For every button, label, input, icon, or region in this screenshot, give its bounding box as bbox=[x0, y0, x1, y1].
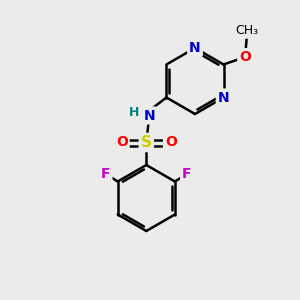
Text: O: O bbox=[165, 136, 177, 149]
Text: F: F bbox=[182, 167, 192, 181]
Text: N: N bbox=[143, 109, 155, 122]
Text: F: F bbox=[101, 167, 110, 181]
Text: N: N bbox=[218, 91, 230, 104]
Text: CH₃: CH₃ bbox=[235, 25, 258, 38]
Text: S: S bbox=[141, 135, 152, 150]
Text: N: N bbox=[189, 41, 201, 55]
Text: H: H bbox=[129, 106, 140, 119]
Text: O: O bbox=[116, 136, 128, 149]
Text: O: O bbox=[239, 50, 251, 64]
